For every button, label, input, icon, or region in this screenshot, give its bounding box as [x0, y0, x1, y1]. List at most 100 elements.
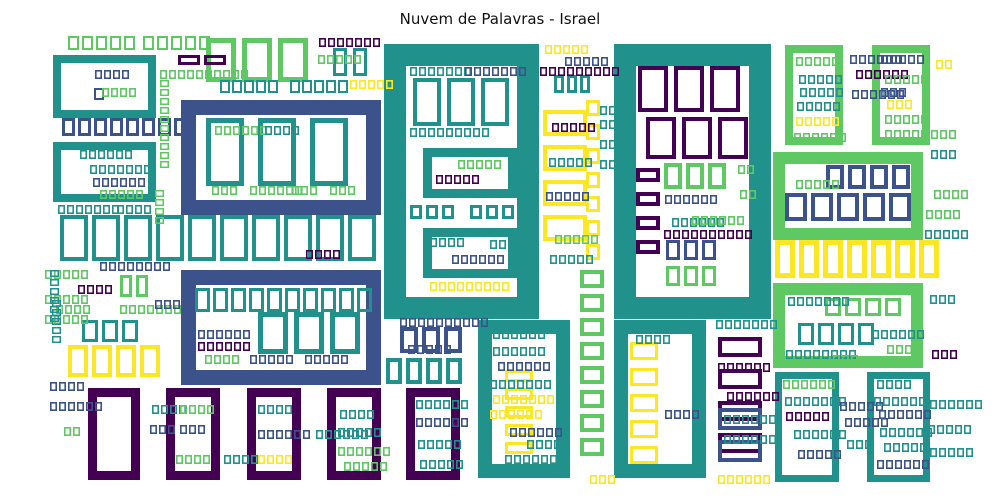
word-mark — [880, 54, 924, 64]
word-mark — [68, 36, 135, 50]
word-mark — [614, 44, 771, 319]
word-mark — [117, 205, 152, 215]
word-mark — [867, 372, 930, 482]
word-mark — [400, 327, 462, 353]
word-mark — [409, 67, 471, 77]
word-mark — [825, 298, 901, 316]
word-mark — [782, 379, 835, 389]
word-mark — [198, 341, 251, 351]
word-mark — [795, 117, 839, 127]
word-mark — [90, 165, 152, 175]
word-mark — [417, 439, 461, 449]
word-mark — [599, 106, 616, 116]
word-mark — [664, 409, 699, 419]
word-mark — [384, 44, 539, 319]
word-mark — [636, 168, 660, 254]
word-mark — [826, 165, 910, 189]
word-mark — [873, 396, 926, 406]
word-mark — [773, 152, 923, 240]
word-mark — [564, 56, 608, 66]
word-mark — [305, 250, 340, 260]
word-mark — [723, 414, 776, 424]
word-mark — [60, 215, 376, 261]
word-mark — [614, 320, 706, 478]
word-mark — [884, 75, 928, 85]
word-mark — [407, 344, 451, 354]
word-mark — [929, 399, 982, 409]
word-mark — [68, 345, 160, 377]
word-mark — [44, 269, 89, 279]
word-mark — [88, 388, 140, 480]
word-mark — [927, 424, 971, 434]
word-mark — [795, 180, 839, 190]
word-mark — [291, 186, 317, 196]
word-mark — [176, 454, 211, 464]
word-mark — [798, 75, 842, 85]
word-mark — [410, 205, 454, 219]
word-mark — [929, 294, 955, 304]
word-mark — [646, 117, 748, 159]
word-mark — [160, 70, 249, 80]
word-mark — [247, 388, 301, 480]
word-mark — [878, 409, 931, 419]
word-mark — [799, 88, 843, 98]
word-mark — [630, 342, 658, 464]
word-mark — [886, 100, 912, 110]
word-mark — [691, 216, 744, 226]
word-mark — [80, 150, 133, 160]
word-mark — [94, 88, 104, 100]
word-mark — [526, 439, 561, 449]
word-mark — [100, 190, 144, 200]
word-mark — [832, 354, 858, 364]
word-mark — [589, 474, 615, 484]
word-mark — [723, 434, 776, 444]
word-mark — [160, 80, 169, 168]
word-mark — [599, 120, 616, 130]
word-mark — [544, 44, 588, 54]
word-mark — [386, 358, 462, 384]
word-mark — [120, 304, 182, 314]
word-mark — [470, 205, 514, 219]
word-mark — [49, 381, 85, 391]
word-mark — [464, 67, 526, 77]
word-mark — [49, 401, 103, 411]
word-mark — [82, 320, 138, 342]
word-mark — [415, 399, 468, 409]
word-mark — [795, 56, 839, 66]
word-mark — [785, 411, 829, 421]
word-mark — [497, 361, 550, 371]
word-mark — [846, 439, 872, 449]
word-mark — [717, 362, 770, 372]
word-mark — [451, 255, 504, 265]
word-mark — [599, 160, 616, 170]
word-mark — [855, 70, 908, 80]
word-mark — [78, 284, 113, 294]
word-mark — [93, 178, 146, 188]
word-mark — [264, 126, 299, 136]
word-mark — [924, 230, 968, 240]
word-mark — [206, 38, 308, 82]
word-mark — [62, 118, 187, 136]
word-mark — [155, 299, 190, 309]
word-mark — [205, 354, 240, 364]
word-mark — [55, 304, 91, 314]
word-mark — [178, 55, 226, 65]
word-mark — [318, 37, 380, 47]
word-mark — [548, 158, 592, 168]
word-mark — [933, 190, 968, 200]
word-mark — [150, 424, 176, 434]
word-mark — [419, 459, 463, 469]
word-mark — [478, 320, 570, 478]
word-mark — [666, 240, 716, 260]
word-mark — [212, 186, 238, 196]
word-label: jns — [879, 89, 893, 99]
word-mark — [180, 424, 206, 434]
word-mark — [423, 228, 517, 278]
word-mark — [666, 266, 716, 286]
word-mark — [100, 261, 171, 271]
word-mark — [663, 230, 752, 240]
word-mark — [329, 186, 355, 196]
word-mark — [57, 205, 120, 215]
word-mark — [143, 36, 210, 50]
